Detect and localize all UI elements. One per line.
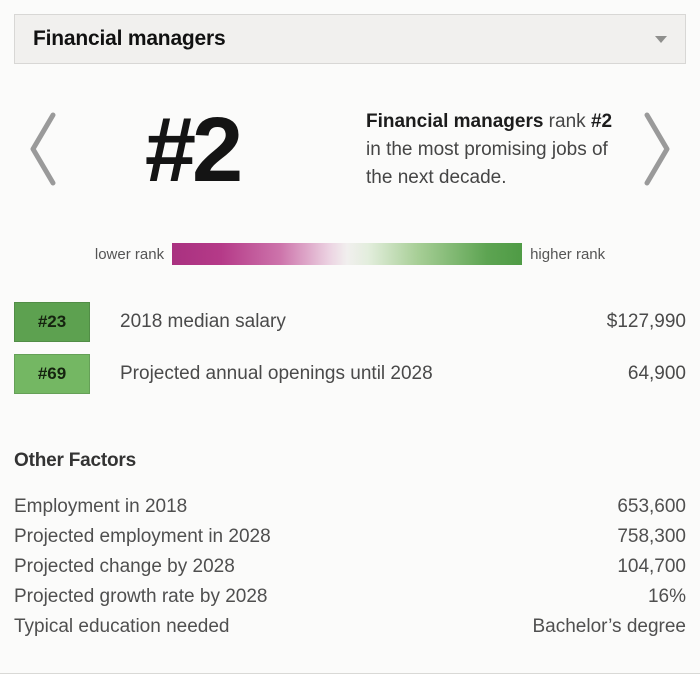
factor-label: Projected change by 2028 xyxy=(14,556,235,577)
ranked-metrics: #23 2018 median salary $127,990 #69 Proj… xyxy=(14,302,686,406)
factor-value: 653,600 xyxy=(617,496,686,517)
metric-value: $127,990 xyxy=(606,311,686,332)
factor-label: Employment in 2018 xyxy=(14,496,188,517)
table-row: Typical education needed Bachelor’s degr… xyxy=(14,612,686,642)
legend-lower-label: lower rank xyxy=(94,245,165,263)
other-factors-section: Other Factors Employment in 2018 653,600… xyxy=(14,450,686,642)
table-row: Employment in 2018 653,600 xyxy=(14,492,686,522)
other-factors-heading: Other Factors xyxy=(14,450,136,471)
factor-value: Bachelor’s degree xyxy=(532,616,686,637)
rank-carousel: #2 Financial managers rank #2 in the mos… xyxy=(0,88,700,212)
factor-value: 104,700 xyxy=(617,556,686,577)
rank-badge-annual-openings: #69 xyxy=(14,354,90,394)
rank-description-rank: #2 xyxy=(590,111,613,133)
table-row: #23 2018 median salary $127,990 xyxy=(14,302,686,342)
chevron-right-icon xyxy=(642,110,672,191)
rank-legend: lower rank higher rank xyxy=(0,243,700,265)
occupation-dropdown-value: Financial managers xyxy=(33,27,226,50)
rank-description-text: rank xyxy=(543,111,591,133)
previous-rank-button[interactable] xyxy=(28,110,70,191)
next-rank-button[interactable] xyxy=(630,110,672,191)
rank-description-occupation: Financial managers xyxy=(366,111,544,133)
factor-label: Projected employment in 2028 xyxy=(14,526,271,547)
table-row: Projected employment in 2028 758,300 xyxy=(14,522,686,552)
caret-down-icon xyxy=(655,35,667,43)
table-row: Projected change by 2028 104,700 xyxy=(14,552,686,582)
rank-description: Financial managers rank #2 in the most p… xyxy=(366,108,630,192)
factor-label: Projected growth rate by 2028 xyxy=(14,586,268,607)
rank-gradient-bar xyxy=(172,243,523,265)
other-factors-rows: Employment in 2018 653,600 Projected emp… xyxy=(14,492,686,642)
metric-label: Projected annual openings until 2028 xyxy=(120,363,433,384)
rank-description-text-2: in the most promising jobs of the next d… xyxy=(366,139,608,188)
occupation-dropdown[interactable]: Financial managers xyxy=(14,14,686,64)
chevron-left-icon xyxy=(28,110,58,191)
table-row: Projected growth rate by 2028 16% xyxy=(14,582,686,612)
legend-higher-label: higher rank xyxy=(530,245,606,263)
metric-label: 2018 median salary xyxy=(120,311,286,332)
table-row: #69 Projected annual openings until 2028… xyxy=(14,354,686,394)
rank-badge-median-salary: #23 xyxy=(14,302,90,342)
factor-value: 16% xyxy=(647,586,686,607)
factor-label: Typical education needed xyxy=(14,616,230,637)
factor-value: 758,300 xyxy=(617,526,686,547)
metric-value: 64,900 xyxy=(627,363,686,384)
rank-number: #2 xyxy=(144,99,243,201)
